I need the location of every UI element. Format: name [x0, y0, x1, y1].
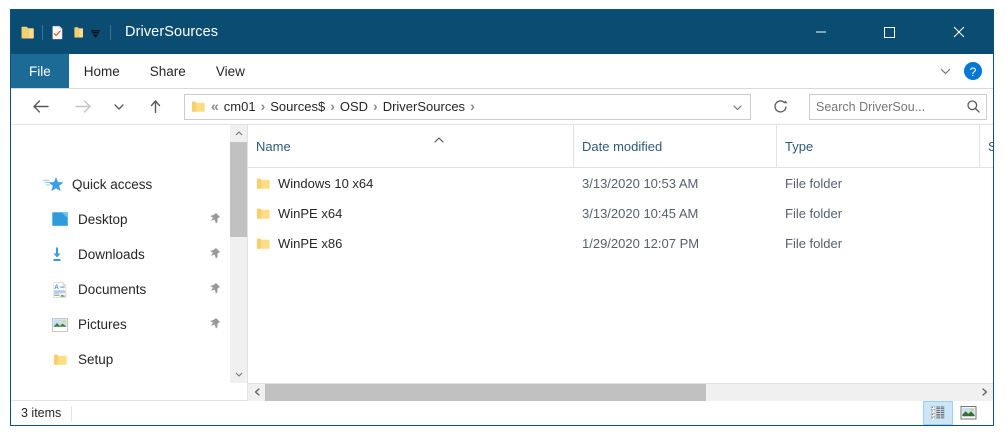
svg-text:A: A [54, 283, 59, 290]
svg-text:?: ? [970, 65, 977, 79]
